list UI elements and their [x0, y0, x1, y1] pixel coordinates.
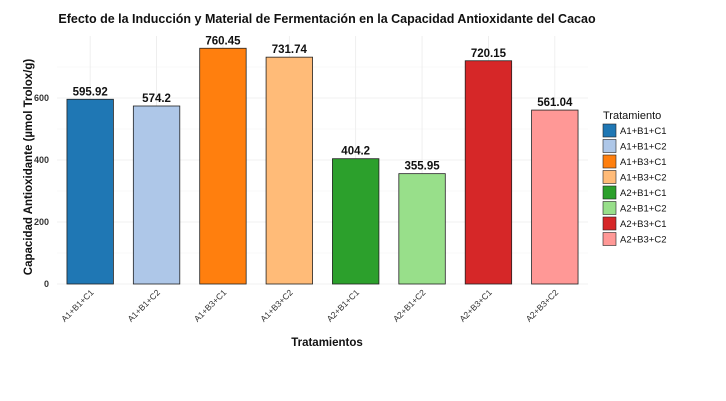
legend-label: A1+B3+C2	[620, 173, 666, 184]
data-label: 355.95	[404, 161, 440, 173]
legend-label: A1+B3+C1	[620, 157, 666, 168]
legend-items: A1+B1+C1 A1+B1+C2 A1+B3+C1 A1+B3+C2 A2+B1+C1…	[602, 123, 666, 246]
legend-label: A2+B1+C1	[620, 188, 666, 199]
legend-swatch	[602, 139, 617, 153]
bar	[66, 98, 114, 285]
y-axis-title: Capacidad Antioxidante (µmol Trolox/g)	[23, 59, 35, 276]
legend-title: Tratamiento	[603, 110, 661, 122]
data-label: 574.2	[142, 93, 171, 105]
data-labels: 595.92 574.2 760.45 731.74 404.2 355.95 720.15…	[73, 35, 573, 172]
y-axis-ticks: 0 200 400 600	[34, 93, 49, 289]
chart-title: Efecto de la Inducción y Material de Fer…	[58, 12, 596, 26]
legend-swatch	[602, 232, 617, 246]
legend-swatch	[602, 201, 617, 215]
data-label: 760.45	[205, 35, 241, 47]
y-tick-label: 200	[34, 217, 49, 227]
x-axis-ticks: A1+B1+C1 A1+B1+C2 A1+B3+C1 A1+B3+C2 A2+B1+C1…	[59, 287, 560, 324]
y-tick-label: 400	[34, 155, 49, 165]
data-label: 731.74	[272, 44, 308, 56]
x-tick-label: A1+B1+C1	[59, 287, 96, 324]
x-tick-label: A1+B3+C1	[192, 287, 229, 324]
x-tick-label: A2+B1+C2	[391, 287, 428, 324]
y-tick-label: 600	[34, 93, 49, 103]
legend-swatch	[602, 185, 617, 200]
legend-label: A1+B1+C2	[620, 142, 666, 153]
legend-label: A1+B1+C1	[620, 126, 666, 137]
x-tick-label: A1+B3+C2	[258, 287, 295, 324]
bar	[332, 158, 380, 285]
data-label: 720.15	[471, 48, 507, 60]
bar	[132, 105, 181, 285]
x-tick-label: A2+B3+C1	[457, 287, 494, 324]
legend: Tratamiento A1+B1+C1A1+B1+C2A1+B3+C1A1+B…	[602, 110, 666, 246]
legend-swatch	[602, 123, 617, 138]
legend-label: A2+B1+C2	[620, 204, 666, 215]
data-label: 561.04	[537, 97, 573, 109]
x-axis-title: Tratamientos	[291, 337, 363, 349]
bar	[464, 60, 513, 285]
x-tick-label: A2+B3+C2	[524, 287, 561, 324]
data-label: 595.92	[73, 86, 108, 98]
x-tick-label: A2+B1+C1	[325, 287, 362, 324]
y-tick-label: 0	[44, 279, 49, 289]
legend-label: A2+B3+C1	[620, 219, 666, 230]
legend-swatch	[602, 216, 617, 231]
data-label: 404.2	[341, 146, 370, 158]
legend-swatch	[602, 154, 617, 169]
bar	[199, 47, 247, 285]
x-tick-label: A1+B1+C2	[125, 287, 162, 324]
bar	[398, 173, 446, 285]
bar	[531, 109, 579, 285]
legend-label: A2+B3+C2	[620, 235, 666, 246]
bar	[265, 56, 313, 285]
bars	[66, 47, 579, 285]
legend-swatch	[602, 170, 617, 184]
